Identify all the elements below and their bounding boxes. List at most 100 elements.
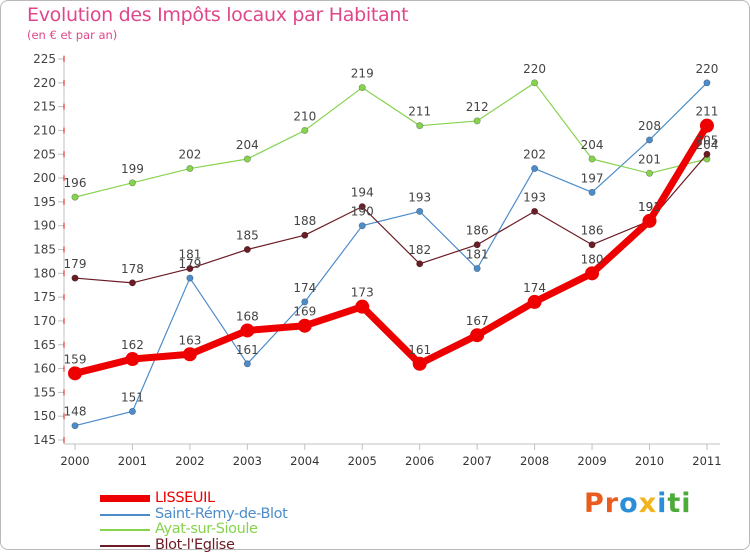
data-point — [703, 150, 711, 158]
data-point — [125, 352, 140, 367]
legend-swatch — [100, 529, 150, 531]
data-label: 169 — [293, 305, 316, 319]
x-tick-label: 2006 — [405, 454, 434, 468]
data-point — [585, 266, 600, 281]
data-point — [645, 169, 653, 177]
data-point — [71, 193, 79, 201]
logo-letter: P — [584, 488, 605, 519]
data-point — [355, 299, 370, 314]
data-label: 179 — [178, 257, 201, 271]
y-tick-label: 145 — [33, 433, 56, 447]
data-label: 219 — [351, 67, 374, 81]
data-point — [128, 179, 136, 187]
data-label: 210 — [293, 109, 316, 123]
logo-letter: t — [667, 488, 682, 519]
legend-swatch — [100, 513, 150, 516]
data-label: 194 — [351, 186, 374, 200]
logo-letter: x — [638, 488, 658, 519]
data-label: 181 — [466, 248, 489, 262]
data-label: 202 — [523, 148, 546, 162]
data-point — [186, 265, 194, 273]
logo-letter: r — [604, 488, 620, 519]
data-label: 205 — [695, 133, 718, 147]
data-label: 163 — [178, 333, 201, 347]
y-tick-label: 205 — [33, 147, 56, 161]
data-point — [68, 366, 82, 381]
chart-subtitle: (en € et par an) — [27, 28, 118, 42]
y-tick-label: 160 — [33, 362, 56, 376]
x-tick-label: 2008 — [520, 454, 549, 468]
data-point — [301, 231, 309, 239]
data-point — [531, 165, 539, 173]
data-point — [128, 407, 136, 415]
data-label: 191 — [638, 200, 661, 214]
data-label: 179 — [64, 257, 87, 271]
chart-title: Evolution des Impôts locaux par Habitant — [27, 4, 409, 26]
data-label: 204 — [695, 138, 718, 152]
data-point — [182, 347, 197, 362]
y-tick-label: 175 — [33, 290, 56, 304]
series-line — [74, 153, 708, 284]
x-tick-label: 2011 — [692, 454, 721, 468]
data-label: 199 — [121, 162, 144, 176]
series-line — [74, 82, 708, 198]
data-label: 188 — [293, 214, 316, 228]
data-label: 212 — [466, 100, 489, 114]
data-point — [358, 203, 366, 211]
y-tick-label: 210 — [33, 123, 56, 137]
data-point — [358, 84, 366, 92]
y-tick-label: 190 — [33, 219, 56, 233]
data-label: 197 — [581, 171, 604, 185]
data-label: 167 — [466, 314, 489, 328]
data-label: 208 — [638, 119, 661, 133]
data-label: 174 — [293, 281, 316, 295]
y-tick-label: 220 — [33, 76, 56, 90]
y-tick-label: 165 — [33, 338, 56, 352]
logo-letter: i — [681, 488, 692, 519]
x-tick-label: 2002 — [175, 454, 204, 468]
data-point — [588, 155, 596, 163]
data-label: 191 — [638, 200, 661, 214]
x-tick-label: 2000 — [60, 454, 89, 468]
data-label: 180 — [581, 252, 604, 266]
data-label: 196 — [64, 176, 87, 190]
data-label: 193 — [523, 190, 546, 204]
data-label: 220 — [523, 62, 546, 76]
data-label: 190 — [351, 205, 374, 219]
data-label: 193 — [408, 190, 431, 204]
data-point — [470, 328, 485, 343]
y-tick-label: 155 — [33, 385, 56, 399]
data-label: 185 — [236, 229, 259, 243]
data-point — [71, 274, 79, 282]
data-label: 161 — [408, 343, 431, 357]
x-tick-label: 2001 — [118, 454, 147, 468]
y-tick-label: 170 — [33, 314, 56, 328]
data-label: 181 — [178, 248, 201, 262]
y-tick-label: 150 — [33, 409, 56, 423]
data-point — [531, 207, 539, 215]
data-label: 162 — [121, 338, 144, 352]
data-label: 174 — [523, 281, 546, 295]
data-point — [301, 298, 309, 306]
data-point — [358, 222, 366, 230]
data-label: 204 — [236, 138, 259, 152]
data-point — [416, 260, 424, 268]
data-point — [297, 318, 312, 333]
data-label: 182 — [408, 243, 431, 257]
y-tick-label: 180 — [33, 266, 56, 280]
y-tick-label: 200 — [33, 171, 56, 185]
x-tick-label: 2010 — [635, 454, 664, 468]
y-tick-label: 215 — [33, 100, 56, 114]
data-label: 168 — [236, 309, 259, 323]
data-point — [186, 165, 194, 173]
data-label: 186 — [581, 224, 604, 238]
x-tick-label: 2003 — [233, 454, 262, 468]
data-point — [71, 422, 79, 430]
data-point — [527, 294, 542, 309]
data-label: 186 — [466, 224, 489, 238]
data-point — [412, 356, 427, 371]
x-tick-label: 2004 — [290, 454, 319, 468]
data-point — [473, 265, 481, 273]
data-point — [473, 117, 481, 125]
